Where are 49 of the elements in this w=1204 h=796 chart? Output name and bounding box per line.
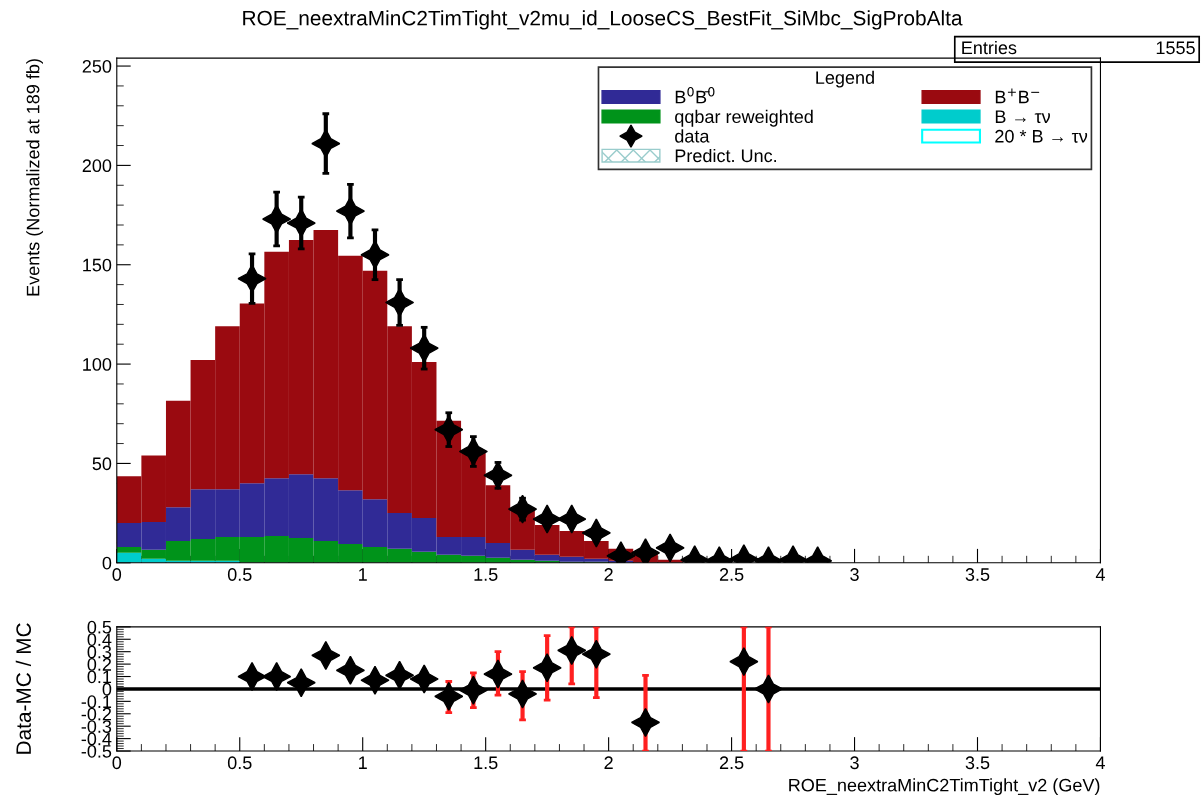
- x-tick-label: 3: [850, 568, 859, 581]
- x-tick-label: 1: [359, 756, 367, 769]
- x-tick-label: 1.5: [474, 568, 498, 581]
- y-tick-label: -0.3: [81, 720, 112, 733]
- y-tick-label: -0.4: [81, 732, 112, 746]
- y-axis-title: Events (Normalized at 189 fb): [26, 59, 43, 296]
- legend-label: B$^{+}$B$^{−}$: [995, 88, 1040, 104]
- y-tick-label: 0: [102, 556, 112, 570]
- chart-title: ROE_neextraMinC2TimTight_v2mu_id_LooseCS_BestFit_SiMbc_SigProbAlta: [243, 10, 963, 30]
- y-tick-label: 0.5: [87, 620, 112, 634]
- text: Entries: [962, 40, 1017, 55]
- y-tick-label: 100: [83, 358, 112, 371]
- x-tick-label: 1.5: [474, 756, 498, 770]
- legend-label: data: [675, 129, 710, 143]
- y-tick-label: 0.2: [87, 658, 112, 671]
- x-tick-label: 2: [604, 756, 613, 769]
- x-tick-label: 1: [359, 568, 367, 581]
- x-tick-label: 2.5: [719, 756, 744, 770]
- legend-label: 20 * B → τν: [995, 129, 1088, 143]
- y-axis-title: Data-MC / MC: [15, 623, 32, 754]
- x-tick-label: 0.5: [227, 568, 252, 581]
- y-tick-label: 200: [82, 159, 112, 173]
- y-tick-label: 150: [83, 258, 112, 272]
- x-tick-label: 2: [604, 568, 613, 581]
- y-tick-label: 250: [82, 59, 112, 73]
- x-tick-label: 0: [112, 568, 122, 581]
- x-tick-label: 4: [1095, 568, 1105, 581]
- x-axis-title: ROE_neextraMinC2TimTight_v2 (GeV): [789, 778, 1100, 796]
- legend-label: qqbar reweighted: [675, 109, 813, 127]
- y-tick-label: 0.4: [87, 633, 112, 646]
- y-tick-label: 0.1: [87, 670, 112, 684]
- x-tick-label: 4: [1095, 756, 1105, 769]
- x-tick-label: 3.5: [965, 568, 990, 581]
- y-tick-label: 0: [102, 682, 112, 696]
- x-tick-label: 3: [850, 756, 859, 770]
- y-tick-label: 0.3: [87, 645, 112, 659]
- x-tick-label: 3.5: [965, 756, 990, 770]
- x-tick-label: 0: [112, 756, 122, 770]
- y-tick-label: -0.2: [81, 707, 112, 721]
- text: 1555: [1156, 41, 1195, 55]
- x-tick-label: 2.5: [719, 568, 744, 581]
- legend-label: B$^{0}$B̄$^{0}$: [675, 86, 715, 104]
- y-tick-label: -0.1: [81, 695, 112, 709]
- legend-label: B → τν: [995, 110, 1050, 124]
- y-tick-label: -0.5: [81, 744, 112, 758]
- x-tick-label: 0.5: [227, 756, 252, 770]
- y-tick-label: 50: [92, 457, 112, 471]
- legend-label: Predict. Unc.: [675, 148, 777, 163]
- legend-title: Legend: [816, 70, 874, 88]
